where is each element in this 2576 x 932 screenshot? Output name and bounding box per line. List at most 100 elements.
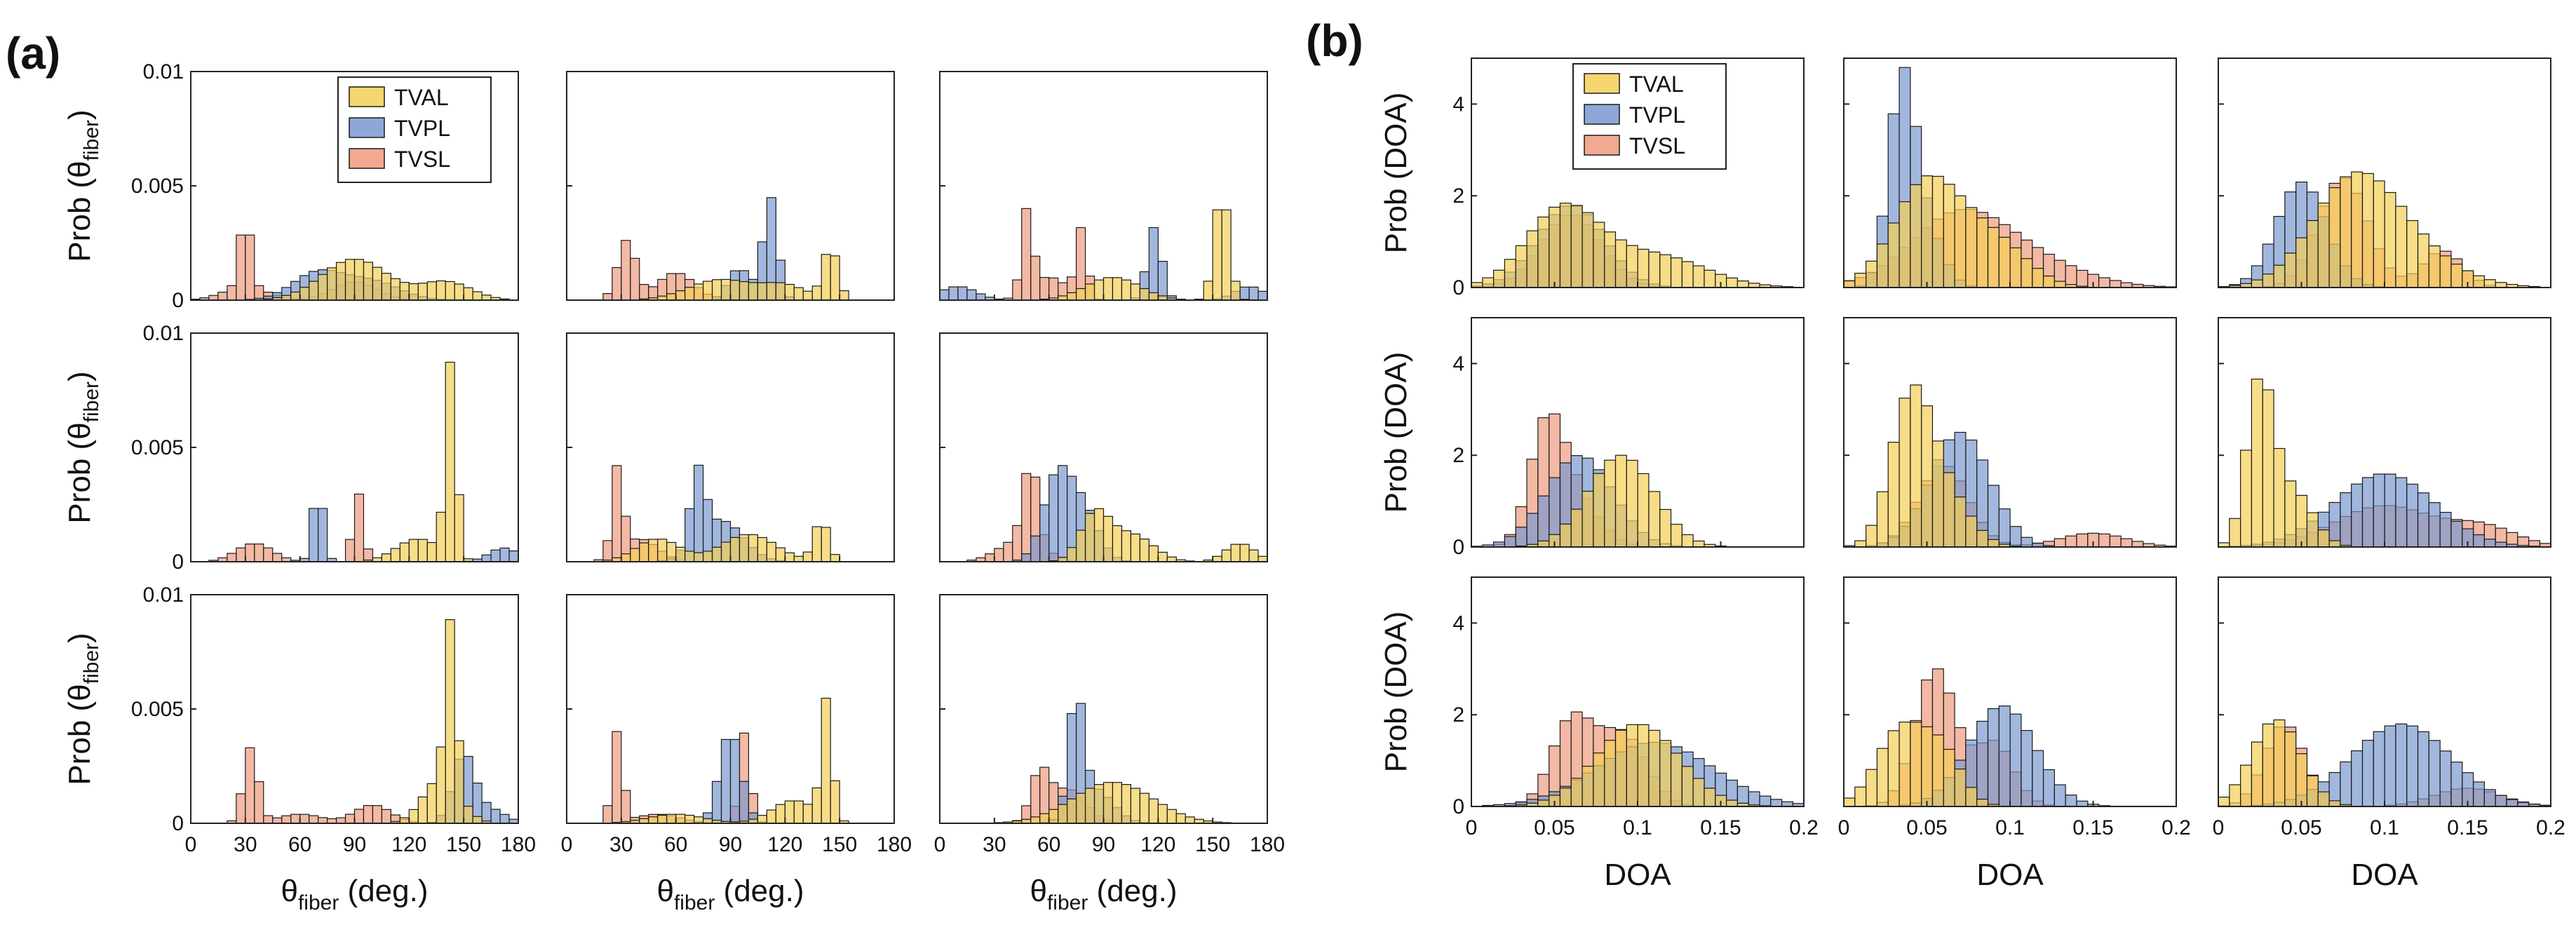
bar: [1854, 786, 1867, 807]
x-tick-label: 0.2: [1789, 816, 1819, 839]
series-tvpl: [2251, 723, 2551, 807]
bar: [1221, 549, 1232, 562]
subplot-r0c1: [566, 71, 895, 301]
subplot-r0c0: 0 0.005 0.01 Prob (θfiber) TVAL TVPL TVSL: [62, 60, 519, 312]
x-tick-label: 150: [446, 833, 481, 856]
bar: [2317, 529, 2330, 548]
bar: [2076, 269, 2089, 288]
subplot-r0c1: [1843, 58, 2177, 288]
bar: [1526, 230, 1539, 288]
series-tval: [1504, 724, 1772, 807]
bar: [353, 259, 365, 301]
x-tick-label: 180: [1250, 833, 1285, 856]
y-label-sub: fiber: [80, 120, 103, 161]
legend-swatch-tval: [349, 86, 385, 107]
legend-swatch-tval: [1584, 73, 1620, 94]
y-tick-label: 2: [1452, 184, 1464, 208]
bar: [2032, 750, 2044, 807]
bar: [1570, 205, 1583, 288]
x-tick-label: 0: [1466, 816, 1478, 839]
bar: [2098, 277, 2110, 288]
bar: [2054, 784, 2066, 807]
bar: [2098, 533, 2110, 548]
bar: [1965, 207, 1978, 288]
legend-label-tvpl: TVPL: [394, 116, 450, 141]
bar: [1614, 239, 1627, 288]
bar: [1670, 257, 1683, 288]
bar: [2417, 234, 2429, 288]
bar: [1537, 799, 1550, 807]
bar: [1692, 265, 1705, 288]
bar: [1121, 784, 1132, 824]
bar: [1704, 269, 1716, 288]
bar: [1130, 788, 1140, 824]
bar: [417, 539, 428, 562]
legend-swatch-tvsl: [349, 148, 385, 169]
bar: [1166, 556, 1177, 562]
bar: [2361, 740, 2374, 807]
bar: [1093, 784, 1105, 824]
bar: [1887, 730, 1900, 807]
bar: [353, 493, 365, 562]
bar: [1239, 286, 1250, 301]
bar: [2395, 723, 2408, 807]
bar: [2373, 180, 2385, 288]
bar: [2240, 450, 2253, 548]
bar: [1102, 782, 1114, 824]
bar: [1659, 508, 1672, 548]
bar: [1866, 260, 1878, 288]
bar: [1921, 726, 1934, 807]
bar: [1670, 523, 1683, 548]
y-tick-label: 0.01: [143, 60, 184, 83]
series-tval: [1843, 175, 2089, 288]
bar: [1854, 540, 1867, 548]
bar: [1910, 722, 1922, 807]
bar: [994, 548, 1004, 562]
bar: [2306, 775, 2319, 807]
bar: [802, 804, 813, 824]
bar: [830, 780, 840, 824]
bar: [711, 279, 722, 301]
y-label-main: Prob (θ: [62, 422, 97, 523]
bar: [1559, 788, 1572, 807]
bar: [821, 527, 831, 562]
bar: [335, 262, 346, 301]
x-label-sub: fiber: [1047, 891, 1088, 914]
bar: [208, 295, 219, 301]
bar: [2351, 750, 2363, 807]
bar: [344, 813, 356, 824]
bar: [2295, 237, 2308, 288]
x-axis-label: θfiber (deg.): [281, 874, 428, 914]
bar: [748, 282, 759, 301]
bar: [702, 281, 713, 301]
subplot-r2c2: 0 0.05 0.1 0.15 0.2 DOA: [2213, 576, 2565, 892]
bar: [830, 554, 840, 562]
bar: [1582, 765, 1594, 807]
x-tick-label: 60: [1037, 833, 1060, 856]
bar: [1039, 277, 1050, 301]
bar: [399, 817, 410, 824]
bar: [2076, 533, 2089, 548]
bar: [2229, 518, 2241, 548]
bar: [1021, 208, 1032, 301]
bar: [417, 283, 428, 301]
bar: [702, 551, 713, 562]
bar: [1987, 539, 2000, 548]
bar: [399, 542, 410, 562]
bar: [1230, 543, 1241, 562]
bar: [648, 539, 659, 562]
bar: [1048, 809, 1059, 824]
bar: [612, 266, 622, 301]
bar: [1221, 209, 1232, 301]
bar: [739, 781, 750, 824]
bar: [335, 817, 346, 824]
y-axis-label: Prob (DOA): [1379, 93, 1413, 254]
bar: [675, 813, 686, 824]
bar: [2373, 731, 2385, 807]
bar: [1659, 254, 1672, 288]
bar: [694, 552, 704, 562]
x-label-sub: fiber: [298, 891, 339, 914]
bar: [766, 282, 776, 301]
